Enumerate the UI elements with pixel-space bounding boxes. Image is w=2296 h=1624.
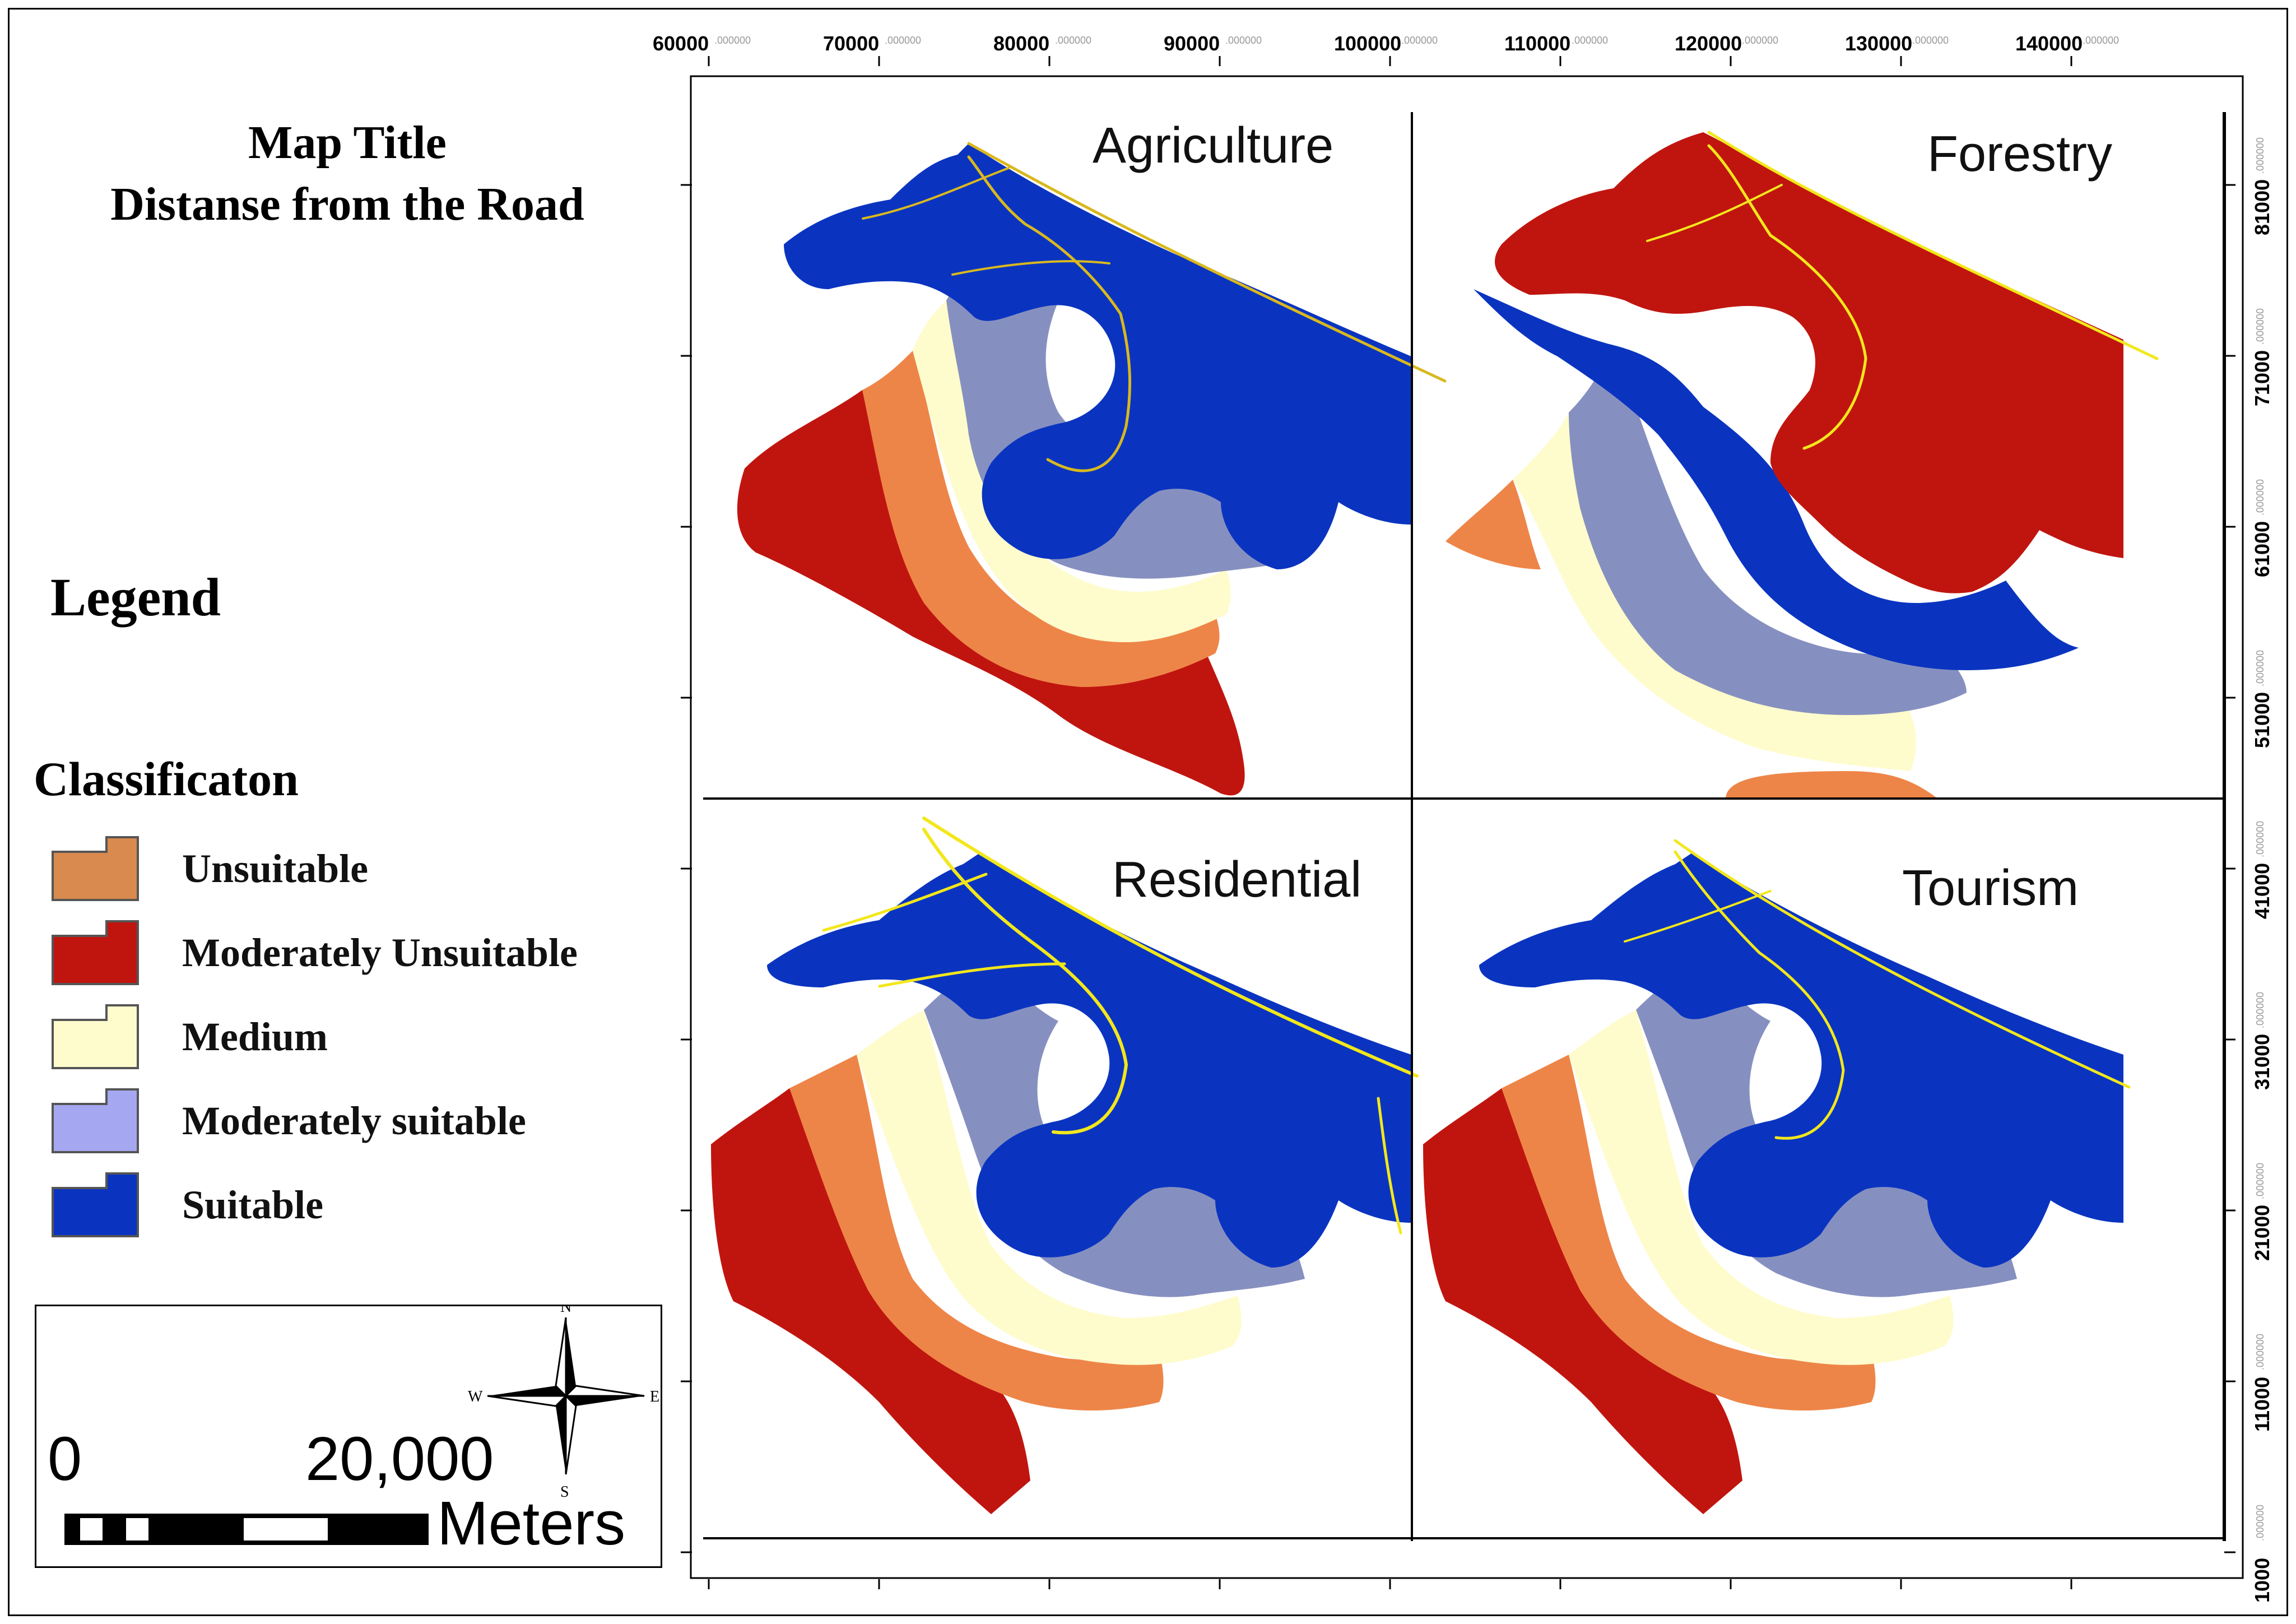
x-tick-suffix: .000000 bbox=[1401, 35, 1438, 46]
y-tick-label: 31000 bbox=[2251, 1034, 2274, 1090]
x-tick-label: 100000 bbox=[1334, 32, 1401, 55]
south-label: S bbox=[560, 1483, 569, 1501]
y-tick-label: 71000 bbox=[2251, 350, 2274, 406]
scale-bar-graphic: 0 20,000 Meters N S E W bbox=[48, 1298, 659, 1558]
x-tick-suffix: .000000 bbox=[2083, 35, 2119, 46]
y-tick-suffix: .000000 bbox=[2255, 1163, 2266, 1199]
y-tick-label: 41000 bbox=[2251, 863, 2274, 919]
x-tick-label: 90000 bbox=[1164, 32, 1220, 55]
y-tick-label: 11000 bbox=[2251, 1377, 2274, 1432]
x-tick-suffix: .000000 bbox=[885, 35, 921, 46]
map-title-line2: Distanse from the Road bbox=[110, 178, 584, 230]
y-tick-suffix: .000000 bbox=[2255, 308, 2266, 345]
classification-heading: Classificaton bbox=[34, 752, 299, 806]
legend-item-moderately-unsuitable: Moderately Unsuitable bbox=[50, 911, 578, 995]
map-neatline bbox=[690, 75, 2244, 1579]
legend-label: Moderately suitable bbox=[182, 1098, 526, 1143]
east-label: E bbox=[650, 1388, 659, 1405]
legend-swatch-suitable bbox=[52, 1172, 139, 1237]
legend-label: Medium bbox=[182, 1014, 328, 1059]
legend-swatch-moderately-suitable bbox=[52, 1088, 139, 1153]
map-panel-tourism bbox=[1423, 853, 2123, 1514]
map-panel-forestry bbox=[1446, 132, 2123, 799]
legend-label: Moderately Unsuitable bbox=[182, 930, 578, 975]
scale-unit-label: Meters bbox=[437, 1489, 625, 1558]
legend-swatch-medium bbox=[52, 1004, 139, 1069]
panel-dividers bbox=[703, 112, 2224, 1541]
west-label: W bbox=[468, 1388, 483, 1405]
x-tick-suffix: .000000 bbox=[1055, 35, 1091, 46]
y-tick-suffix: .000000 bbox=[2255, 479, 2266, 516]
x-tick-label: 80000 bbox=[993, 32, 1049, 55]
y-tick-suffix: .000000 bbox=[2255, 650, 2266, 686]
x-tick-label: 120000 bbox=[1675, 32, 1742, 55]
scale-start-label: 0 bbox=[48, 1425, 82, 1493]
x-tick-label: 60000 bbox=[653, 32, 709, 55]
legend-heading: Legend bbox=[50, 567, 221, 627]
panel-title-tourism: Tourism bbox=[1902, 860, 2079, 916]
y-tick-suffix: .000000 bbox=[2255, 137, 2266, 174]
legend-item-moderately-suitable: Moderately suitable bbox=[50, 1079, 578, 1163]
panel-title-forestry: Forestry bbox=[1927, 126, 2112, 182]
scale-and-north-box: 0 20,000 Meters N S E W bbox=[35, 1298, 662, 1568]
x-tick-label: 110000 bbox=[1504, 32, 1570, 55]
legend-item-medium: Medium bbox=[50, 995, 578, 1079]
y-tick-suffix: .000000 bbox=[2255, 1334, 2266, 1370]
road-network bbox=[822, 131, 2159, 1235]
map-panel-agriculture bbox=[733, 143, 1411, 796]
x-tick-suffix: .000000 bbox=[1225, 35, 1262, 46]
x-tick-label: 140000 bbox=[2015, 32, 2083, 55]
x-tick-label: 130000 bbox=[1845, 32, 1912, 55]
x-tick-suffix: .000000 bbox=[1912, 35, 1949, 46]
y-tick-label: 21000 bbox=[2251, 1205, 2274, 1261]
legend-swatch-unsuitable bbox=[52, 836, 139, 901]
panel-title-residential: Residential bbox=[1112, 852, 1361, 908]
y-tick-label: 51000 bbox=[2251, 692, 2274, 748]
legend-item-unsuitable: Unsuitable bbox=[50, 827, 578, 911]
scale-bar bbox=[64, 1514, 429, 1545]
scale-end-label: 20,000 bbox=[305, 1425, 494, 1493]
map-panel-residential bbox=[711, 853, 1411, 1514]
map-title: Map Title Distanse from the Road bbox=[22, 112, 672, 235]
map-frame bbox=[8, 8, 2288, 1616]
x-tick-suffix: .000000 bbox=[1742, 35, 1778, 46]
x-tick-suffix: .000000 bbox=[1572, 35, 1608, 46]
panel-title-agriculture: Agriculture bbox=[1093, 118, 1333, 174]
legend-label: Unsuitable bbox=[182, 846, 369, 891]
north-arrow-icon: N S E W bbox=[468, 1298, 659, 1501]
y-tick-label: 81000 bbox=[2251, 179, 2274, 235]
x-axis-ticks: 60000 .000000 70000 .000000 80000 .000000 9000… bbox=[653, 32, 2119, 1589]
legend-swatch-moderately-unsuitable bbox=[52, 920, 139, 985]
x-tick-label: 70000 bbox=[823, 32, 879, 55]
y-tick-suffix: .000000 bbox=[2255, 1505, 2266, 1541]
y-tick-suffix: .000000 bbox=[2255, 992, 2266, 1028]
legend-item-suitable: Suitable bbox=[50, 1163, 578, 1247]
y-axis-ticks: 81000 .000000 71000 .000000 61000 .000000 5100… bbox=[681, 137, 2274, 1603]
legend-list: Unsuitable Moderately Unsuitable Medium … bbox=[50, 827, 578, 1247]
map-title-line1: Map Title bbox=[248, 117, 447, 169]
y-tick-label: 1000 bbox=[2251, 1558, 2274, 1603]
legend-label: Suitable bbox=[182, 1182, 324, 1227]
y-tick-suffix: .000000 bbox=[2255, 821, 2266, 857]
y-tick-label: 61000 bbox=[2251, 521, 2274, 577]
x-tick-suffix: .000000 bbox=[714, 35, 751, 46]
